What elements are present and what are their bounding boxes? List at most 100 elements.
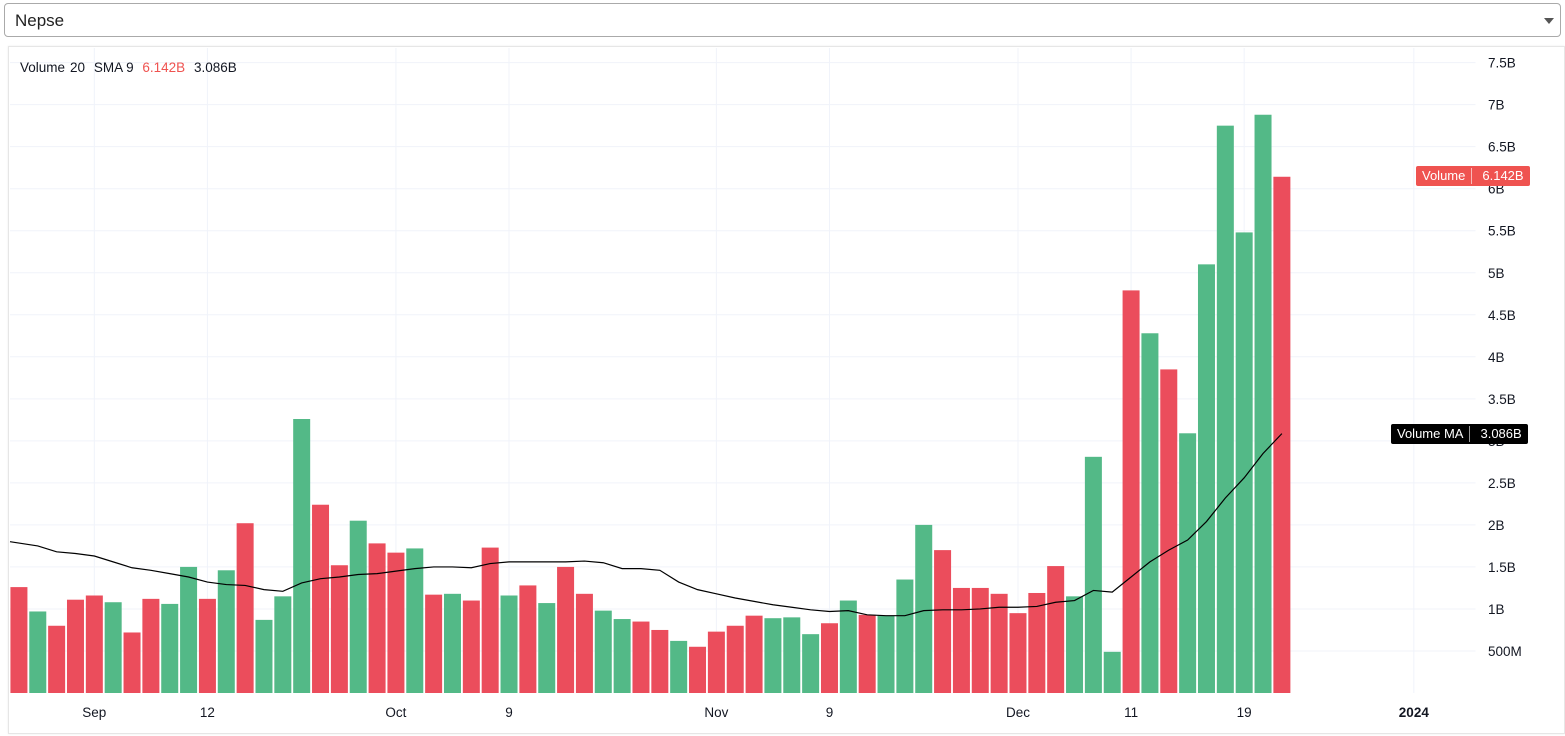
volume-bar[interactable]	[839, 600, 857, 693]
volume-bar[interactable]	[877, 615, 895, 693]
volume-bar[interactable]	[406, 548, 424, 693]
volume-bar[interactable]	[104, 602, 122, 693]
x-tick-label: Sep	[82, 705, 106, 720]
volume-bar[interactable]	[1066, 596, 1084, 693]
volume-bar[interactable]	[274, 596, 292, 693]
symbol-select-value: Nepse	[15, 11, 65, 30]
volume-bar[interactable]	[443, 593, 461, 693]
volume-bar[interactable]	[10, 587, 28, 693]
ma-tag-label: Volume MA	[1397, 426, 1464, 441]
volume-bar[interactable]	[670, 640, 688, 693]
x-tick-label: 9	[826, 705, 834, 720]
volume-bar[interactable]	[1179, 433, 1197, 693]
x-tick-label: 9	[505, 705, 513, 720]
volume-bar[interactable]	[500, 595, 518, 694]
volume-bar[interactable]	[180, 566, 198, 693]
volume-bar[interactable]	[198, 598, 216, 693]
volume-bar[interactable]	[519, 585, 537, 693]
volume-bar[interactable]	[161, 603, 179, 693]
volume-bar[interactable]	[858, 614, 876, 693]
volume-bar[interactable]	[896, 579, 914, 693]
y-tick-label: 1B	[1488, 602, 1505, 617]
legend-volume-value: 6.142B	[142, 60, 186, 75]
volume-bar[interactable]	[349, 520, 367, 693]
volume-bar[interactable]	[217, 570, 235, 693]
volume-bar[interactable]	[990, 593, 1008, 693]
volume-bar[interactable]	[952, 587, 970, 693]
legend-length: 20	[70, 60, 86, 75]
x-tick-label: Dec	[1006, 705, 1030, 720]
volume-ma-line	[9, 433, 1283, 617]
volume-bar[interactable]	[575, 593, 593, 693]
volume-bar[interactable]	[764, 618, 782, 693]
volume-bar[interactable]	[368, 543, 386, 693]
volume-bar[interactable]	[651, 629, 669, 693]
volume-bar[interactable]	[1273, 176, 1291, 693]
ma-price-tag: Volume MA 3.086B	[1391, 424, 1528, 444]
volume-bar[interactable]	[613, 619, 631, 693]
volume-bar[interactable]	[425, 594, 443, 693]
legend-ma-value: 3.086B	[193, 60, 237, 75]
symbol-select[interactable]: Nepse	[4, 3, 1561, 37]
y-tick-label: 4.5B	[1488, 308, 1516, 323]
volume-bar[interactable]	[971, 587, 989, 693]
volume-bar[interactable]	[726, 625, 744, 693]
volume-bar[interactable]	[802, 634, 820, 693]
volume-bar[interactable]	[820, 623, 838, 693]
volume-bar[interactable]	[538, 603, 556, 693]
chevron-down-icon[interactable]	[1544, 18, 1554, 24]
volume-bar[interactable]	[1254, 114, 1272, 694]
volume-bar[interactable]	[142, 598, 160, 693]
volume-bar[interactable]	[707, 631, 725, 693]
volume-bar[interactable]	[29, 611, 47, 693]
volume-bar[interactable]	[387, 552, 405, 693]
volume-bar[interactable]	[632, 621, 650, 693]
volume-tag-value: 6.142B	[1482, 168, 1524, 183]
volume-bar[interactable]	[1009, 613, 1027, 693]
y-tick-label: 7.5B	[1488, 56, 1516, 71]
volume-bar[interactable]	[1047, 566, 1065, 693]
volume-bar[interactable]	[481, 547, 499, 693]
y-tick-label: 2.5B	[1488, 476, 1516, 491]
volume-bar[interactable]	[745, 615, 763, 693]
volume-bar[interactable]	[330, 565, 348, 693]
volume-bar[interactable]	[255, 619, 273, 693]
volume-bar[interactable]	[66, 599, 84, 693]
volume-bar[interactable]	[915, 524, 933, 693]
volume-tag-label: Volume	[1422, 168, 1466, 183]
x-tick-label: 19	[1237, 705, 1252, 720]
ma-tag-value: 3.086B	[1480, 426, 1522, 441]
volume-bar[interactable]	[1084, 456, 1102, 693]
volume-bar[interactable]	[1122, 290, 1140, 693]
volume-bar[interactable]	[85, 595, 103, 694]
y-tick-label: 5B	[1488, 266, 1505, 281]
volume-bar[interactable]	[1216, 125, 1234, 693]
volume-bar[interactable]	[236, 523, 254, 693]
y-tick-label: 5.5B	[1488, 224, 1516, 239]
volume-bar[interactable]	[1141, 333, 1159, 693]
volume-bar[interactable]	[934, 550, 952, 693]
x-tick-label: 2024	[1399, 705, 1430, 720]
volume-bar[interactable]	[1103, 651, 1121, 693]
x-tick-label: 11	[1124, 705, 1138, 720]
volume-bar[interactable]	[1028, 592, 1046, 693]
y-tick-label: 2B	[1488, 518, 1505, 533]
volume-bar[interactable]	[594, 610, 612, 693]
volume-bar[interactable]	[1197, 264, 1215, 693]
volume-bar[interactable]	[783, 617, 801, 693]
legend-ma-label: SMA 9	[93, 60, 134, 75]
volume-bar[interactable]	[1235, 232, 1253, 693]
volume-bar[interactable]	[462, 600, 480, 693]
volume-bar[interactable]	[312, 504, 330, 693]
y-tick-label: 6.5B	[1488, 140, 1516, 155]
volume-bar[interactable]	[557, 566, 575, 693]
volume-bar[interactable]	[48, 625, 66, 693]
volume-bar[interactable]	[689, 646, 707, 693]
volume-bar[interactable]	[1160, 369, 1178, 693]
x-tick-label: 12	[200, 705, 215, 720]
volume-bar[interactable]	[123, 632, 141, 693]
volume-price-tag: Volume 6.142B	[1416, 166, 1530, 186]
x-tick-label: Nov	[704, 705, 728, 720]
volume-bar[interactable]	[293, 419, 311, 693]
